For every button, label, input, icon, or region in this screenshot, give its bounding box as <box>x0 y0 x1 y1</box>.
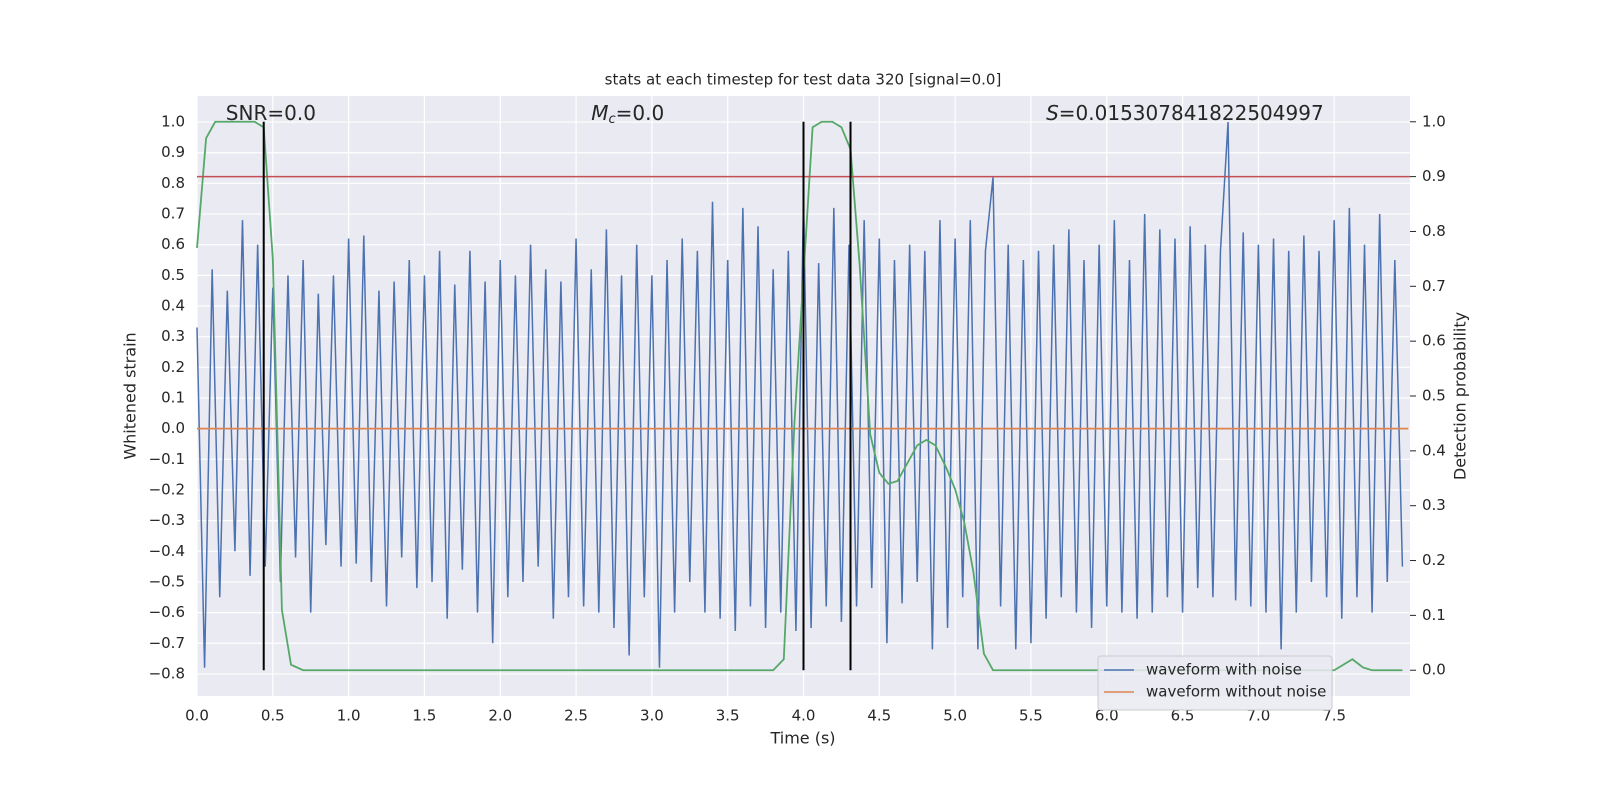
y-tick-label: 0.3 <box>161 327 185 345</box>
y-tick-label: −0.2 <box>149 480 185 498</box>
y2-tick-label: 0.9 <box>1422 167 1446 185</box>
x-tick-label: 5.5 <box>1019 707 1043 725</box>
y-tick-label: 0.8 <box>161 174 185 192</box>
y-tick-label: −0.4 <box>149 542 185 560</box>
legend: waveform with noise waveform without nois… <box>1097 655 1333 711</box>
y-tick-label: −0.6 <box>149 603 185 621</box>
annotation-text: =0.0 <box>616 101 665 125</box>
y-tick-label: 0.7 <box>161 205 185 223</box>
y2-tick-label: 0.0 <box>1422 661 1446 679</box>
x-tick-label: 6.5 <box>1171 707 1195 725</box>
annotation-subscript: c <box>608 112 615 127</box>
legend-box <box>1097 655 1333 711</box>
x-tick-label: 0.5 <box>261 707 285 725</box>
y-tick-label: −0.3 <box>149 511 185 529</box>
y-tick-label: −0.1 <box>149 450 185 468</box>
y2-tick-label: 0.1 <box>1422 606 1446 624</box>
annotation-text: SNR=0.0 <box>226 101 316 125</box>
y-tick-label: 1.0 <box>161 113 185 131</box>
y-tick-label: −0.5 <box>149 572 185 590</box>
x-tick-label: 1.0 <box>337 707 361 725</box>
series-line <box>196 122 1404 668</box>
y-tick-label: 0.0 <box>161 419 185 437</box>
y2-tick-label: 1.0 <box>1422 112 1446 130</box>
x-tick-label: 4.0 <box>792 707 816 725</box>
x-tick-label: 7.0 <box>1246 707 1270 725</box>
chart-title: stats at each timestep for test data 320… <box>605 71 1002 89</box>
x-tick-label: 6.0 <box>1095 707 1119 725</box>
y2-tick-label: 0.3 <box>1422 496 1446 514</box>
y-tick-label: 0.5 <box>161 266 185 284</box>
legend-label: waveform without noise <box>1146 683 1326 701</box>
y-tick-label: 0.9 <box>161 143 185 161</box>
x-tick-label: 5.0 <box>943 707 967 725</box>
y-tick-label: 0.1 <box>161 388 185 406</box>
y2-tick-label: 0.6 <box>1422 332 1446 350</box>
x-tick-label: 7.5 <box>1322 707 1346 725</box>
series-line <box>196 120 1403 672</box>
legend-label: waveform with noise <box>1146 661 1302 679</box>
y-tick-label: −0.7 <box>149 634 185 652</box>
annotation-symbol: S <box>1046 101 1059 125</box>
y-tick-label: 0.2 <box>161 358 185 376</box>
y-tick-label: 0.6 <box>161 235 185 253</box>
y2-tick-label: 0.4 <box>1422 441 1446 459</box>
y2-tick-label: 0.2 <box>1422 551 1446 569</box>
x-tick-label: 3.0 <box>640 707 664 725</box>
annotation-symbol: M <box>591 101 608 125</box>
x-tick-label: 1.5 <box>413 707 437 725</box>
y-tick-label: −0.8 <box>149 664 185 682</box>
annotation: Mc=0.0 <box>591 101 664 127</box>
y2-axis-label: Detection probability <box>1451 312 1470 480</box>
x-tick-label: 2.5 <box>564 707 588 725</box>
y-tick-label: 0.4 <box>161 297 185 315</box>
y2-tick-label: 0.7 <box>1422 277 1446 295</box>
x-tick-label: 3.5 <box>716 707 740 725</box>
y2-tick-label: 0.8 <box>1422 222 1446 240</box>
x-tick-label: 0.0 <box>185 707 209 725</box>
x-tick-label: 4.5 <box>867 707 891 725</box>
annotation: S=0.015307841822504997 <box>1046 101 1324 125</box>
annotation: SNR=0.0 <box>226 101 316 125</box>
y-axis-label: Whitened strain <box>121 332 140 459</box>
x-axis-label: Time (s) <box>769 729 835 748</box>
x-tick-label: 2.0 <box>488 707 512 725</box>
annotation-text: =0.015307841822504997 <box>1059 101 1324 125</box>
y2-tick-label: 0.5 <box>1422 387 1446 405</box>
